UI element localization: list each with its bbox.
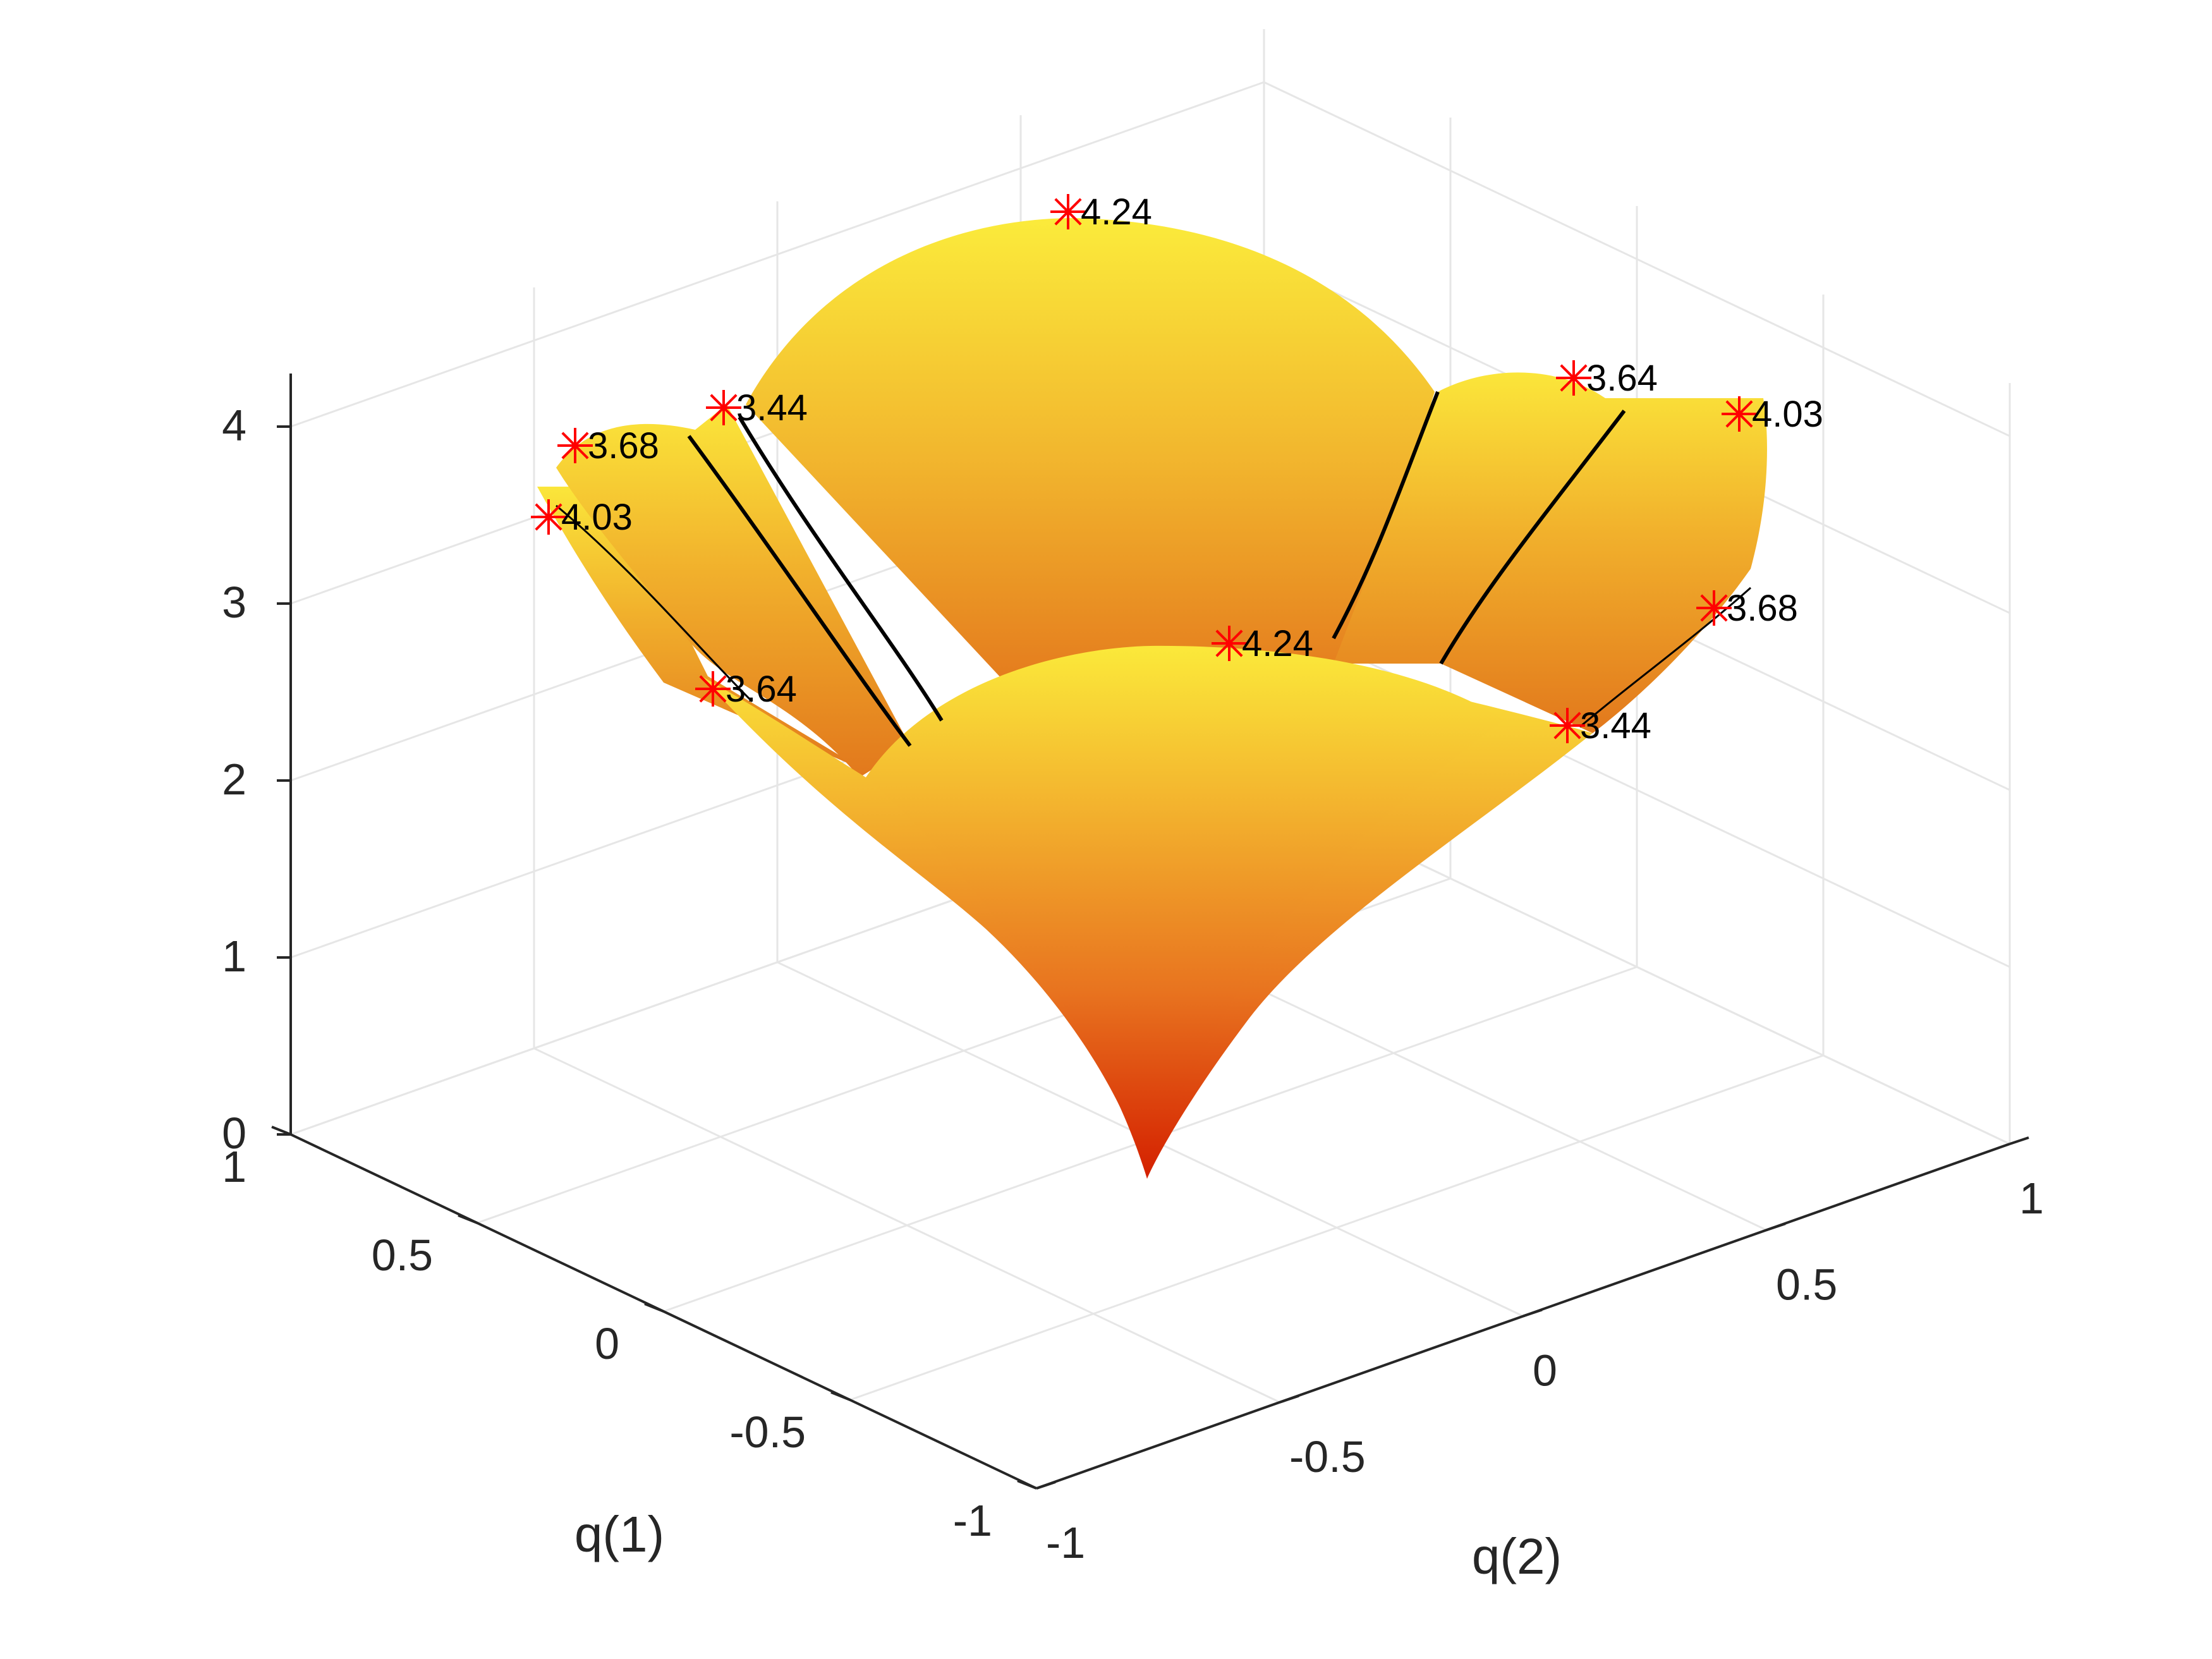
ridge-lines <box>556 391 1751 747</box>
surface-back-dome <box>746 218 1435 689</box>
point-label: 3.44 <box>736 387 808 428</box>
marker-stroke <box>699 675 727 703</box>
y-tick <box>1036 1481 1056 1490</box>
y-tick <box>1766 1222 1786 1232</box>
markers: 4.24 3.44 3.68 4.03 3.64 3.64 4.03 4.24 3.68 3.44 <box>531 191 1823 746</box>
marker-stroke <box>710 394 738 422</box>
x-tick-label: 0.5 <box>372 1231 433 1280</box>
marker-stroke <box>1725 400 1753 428</box>
point-label: 4.24 <box>1081 191 1152 233</box>
x-axis-label: q(1) <box>574 1506 664 1562</box>
x-tick-label: 0 <box>595 1319 619 1368</box>
x-tick-label: 1 <box>222 1142 246 1191</box>
data-point: 4.24 <box>1050 191 1152 233</box>
y-axis-label: q(2) <box>1472 1528 1562 1584</box>
ridge-line <box>687 435 912 747</box>
x-tick <box>644 1303 664 1313</box>
y-tick-label: -1 <box>1046 1518 1085 1567</box>
data-point: 3.64 <box>1556 358 1658 399</box>
data-point: 3.68 <box>557 425 659 466</box>
z-tick-label: 4 <box>222 401 246 450</box>
x-tick <box>830 1391 851 1401</box>
data-point: 3.64 <box>695 669 797 710</box>
surface-left-outer-petal <box>537 487 866 771</box>
marker-stroke <box>1560 364 1588 392</box>
x-tick-label: -1 <box>953 1496 992 1545</box>
y-tick <box>1279 1394 1299 1404</box>
x-tick <box>458 1214 478 1224</box>
point-label: 3.68 <box>588 425 659 466</box>
surface-front-dome <box>866 645 1504 1179</box>
y-tick-label: 0 <box>1533 1346 1557 1395</box>
x-tick-label: -0.5 <box>729 1407 806 1457</box>
point-label: 3.64 <box>726 669 797 710</box>
surface <box>537 218 1767 1179</box>
z-tick-label: 1 <box>222 932 246 981</box>
y-tick-label: 0.5 <box>1776 1260 1837 1309</box>
grid-line <box>1263 81 2010 437</box>
x-tick <box>271 1126 291 1136</box>
ridge-line <box>738 416 944 722</box>
point-label: 4.03 <box>1752 394 1823 435</box>
marker-stroke <box>1054 198 1082 226</box>
ridge-line <box>556 504 753 703</box>
data-point: 3.44 <box>1550 705 1651 746</box>
point-label: 3.64 <box>1586 358 1658 399</box>
point-label: 4.24 <box>1242 623 1313 664</box>
point-label: 3.44 <box>1580 705 1651 746</box>
z-tick-label: 3 <box>222 578 246 627</box>
point-label: 4.03 <box>561 497 633 538</box>
point-label: 3.68 <box>1727 588 1798 629</box>
surface-left-petal <box>556 404 910 777</box>
x-tick <box>1017 1480 1037 1490</box>
data-point: 4.03 <box>531 497 633 538</box>
y-tick <box>2009 1136 2029 1145</box>
ridge-line <box>1332 391 1440 640</box>
y-tick-label: -0.5 <box>1289 1432 1366 1481</box>
y-tick <box>1522 1308 1543 1318</box>
data-point: 3.68 <box>1696 588 1798 629</box>
y-tick-label: 1 <box>2019 1174 2044 1223</box>
data-point: 4.24 <box>1212 623 1313 664</box>
marker-stroke <box>1215 629 1243 657</box>
z-tick-label: 0 <box>222 1109 246 1158</box>
ridge-line <box>1439 410 1626 665</box>
marker-stroke <box>535 503 562 531</box>
z-tick-label: 2 <box>222 755 246 804</box>
grid-line <box>290 81 1265 428</box>
marker-stroke <box>1553 712 1581 739</box>
marker-stroke <box>1700 594 1728 622</box>
data-point: 4.03 <box>1722 394 1823 435</box>
surface-right-petal <box>1334 372 1767 733</box>
data-point: 3.44 <box>706 387 808 428</box>
marker-stroke <box>561 432 589 459</box>
